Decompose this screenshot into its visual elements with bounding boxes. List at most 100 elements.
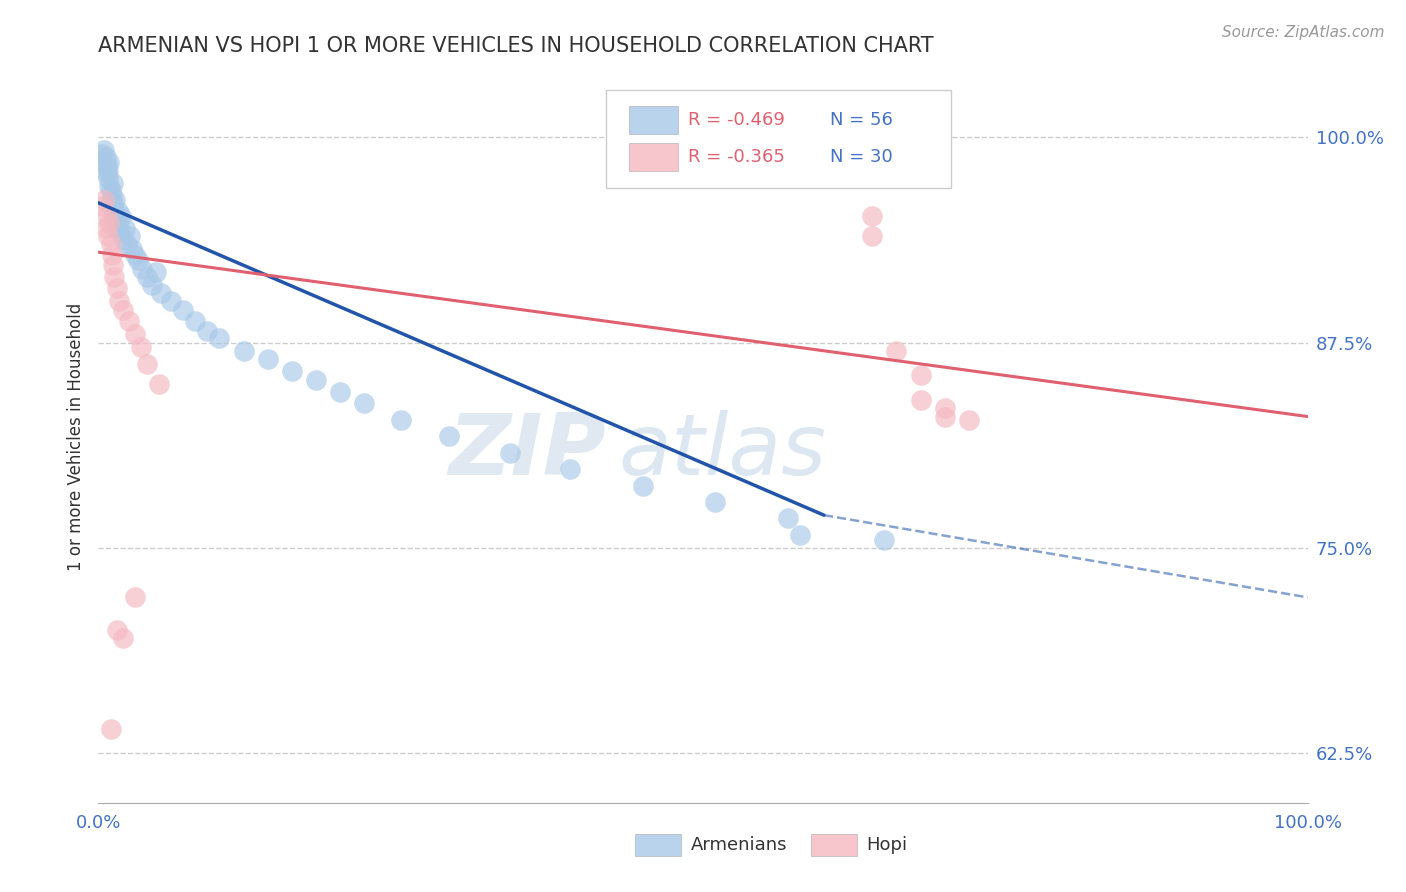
- Point: [100, 193, 122, 207]
- Text: ZIP: ZIP: [449, 410, 606, 493]
- Point: [108, 226, 131, 240]
- Point: [776, 511, 799, 525]
- Point: [105, 624, 128, 638]
- Point: [100, 183, 122, 197]
- Point: [94, 150, 117, 164]
- Point: [105, 220, 128, 235]
- Point: [91, 199, 114, 213]
- Point: [114, 220, 136, 235]
- Point: [148, 376, 170, 391]
- Point: [256, 351, 278, 366]
- FancyBboxPatch shape: [636, 834, 682, 856]
- Point: [97, 171, 120, 186]
- Point: [98, 216, 121, 230]
- Text: Source: ZipAtlas.com: Source: ZipAtlas.com: [1222, 25, 1385, 40]
- Point: [96, 209, 118, 223]
- Point: [127, 253, 149, 268]
- Point: [910, 368, 932, 383]
- Point: [704, 495, 727, 509]
- Point: [100, 722, 122, 736]
- Y-axis label: 1 or more Vehicles in Household: 1 or more Vehicles in Household: [66, 303, 84, 571]
- Point: [111, 302, 134, 317]
- Point: [94, 220, 117, 235]
- Point: [108, 216, 131, 230]
- Point: [91, 154, 114, 169]
- Point: [934, 409, 956, 424]
- Point: [498, 446, 520, 460]
- Point: [100, 248, 122, 262]
- Point: [184, 314, 207, 328]
- FancyBboxPatch shape: [606, 90, 950, 188]
- Text: Armenians: Armenians: [690, 836, 787, 855]
- Point: [910, 393, 932, 408]
- Point: [93, 193, 115, 207]
- Point: [101, 195, 124, 210]
- Point: [100, 236, 122, 251]
- FancyBboxPatch shape: [630, 106, 678, 135]
- Point: [232, 343, 254, 358]
- Point: [105, 281, 128, 295]
- Point: [104, 193, 127, 207]
- Point: [789, 528, 811, 542]
- Point: [117, 236, 139, 251]
- FancyBboxPatch shape: [630, 143, 678, 171]
- Point: [124, 327, 146, 342]
- Point: [873, 533, 896, 547]
- Text: Hopi: Hopi: [866, 836, 907, 855]
- Point: [860, 209, 883, 223]
- Point: [172, 302, 194, 317]
- Point: [135, 357, 157, 371]
- Point: [103, 269, 125, 284]
- Point: [97, 228, 120, 243]
- Point: [91, 146, 114, 161]
- FancyBboxPatch shape: [811, 834, 856, 856]
- Point: [957, 413, 980, 427]
- Point: [103, 212, 125, 227]
- Point: [558, 462, 581, 476]
- Point: [135, 269, 157, 284]
- Point: [860, 228, 883, 243]
- Point: [108, 294, 131, 309]
- Point: [121, 242, 143, 256]
- Point: [131, 261, 153, 276]
- Point: [96, 158, 118, 172]
- Point: [145, 265, 167, 279]
- Point: [160, 294, 183, 309]
- Text: R = -0.469: R = -0.469: [689, 112, 786, 129]
- Point: [100, 187, 122, 202]
- Text: ARMENIAN VS HOPI 1 OR MORE VEHICLES IN HOUSEHOLD CORRELATION CHART: ARMENIAN VS HOPI 1 OR MORE VEHICLES IN H…: [98, 36, 934, 56]
- Point: [281, 363, 304, 377]
- Point: [97, 163, 120, 178]
- Point: [101, 258, 124, 272]
- Point: [437, 429, 460, 443]
- Point: [208, 331, 231, 345]
- Point: [111, 632, 134, 646]
- Point: [98, 154, 121, 169]
- Point: [305, 373, 328, 387]
- Point: [129, 341, 152, 355]
- Point: [101, 176, 124, 190]
- Point: [118, 314, 141, 328]
- Point: [98, 179, 121, 194]
- Point: [329, 384, 352, 399]
- Point: [111, 232, 134, 246]
- Point: [124, 591, 146, 605]
- Point: [389, 413, 412, 427]
- Point: [110, 209, 132, 223]
- Text: R = -0.365: R = -0.365: [689, 148, 786, 166]
- Point: [107, 204, 129, 219]
- Point: [100, 199, 122, 213]
- Text: atlas: atlas: [619, 410, 827, 493]
- Point: [934, 401, 956, 416]
- Point: [103, 204, 125, 219]
- Point: [886, 343, 908, 358]
- Point: [150, 286, 173, 301]
- Point: [353, 396, 375, 410]
- Point: [124, 248, 146, 262]
- Text: N = 30: N = 30: [830, 148, 893, 166]
- Point: [96, 166, 118, 180]
- Point: [93, 143, 115, 157]
- Point: [118, 228, 141, 243]
- Point: [631, 478, 654, 492]
- Point: [141, 278, 163, 293]
